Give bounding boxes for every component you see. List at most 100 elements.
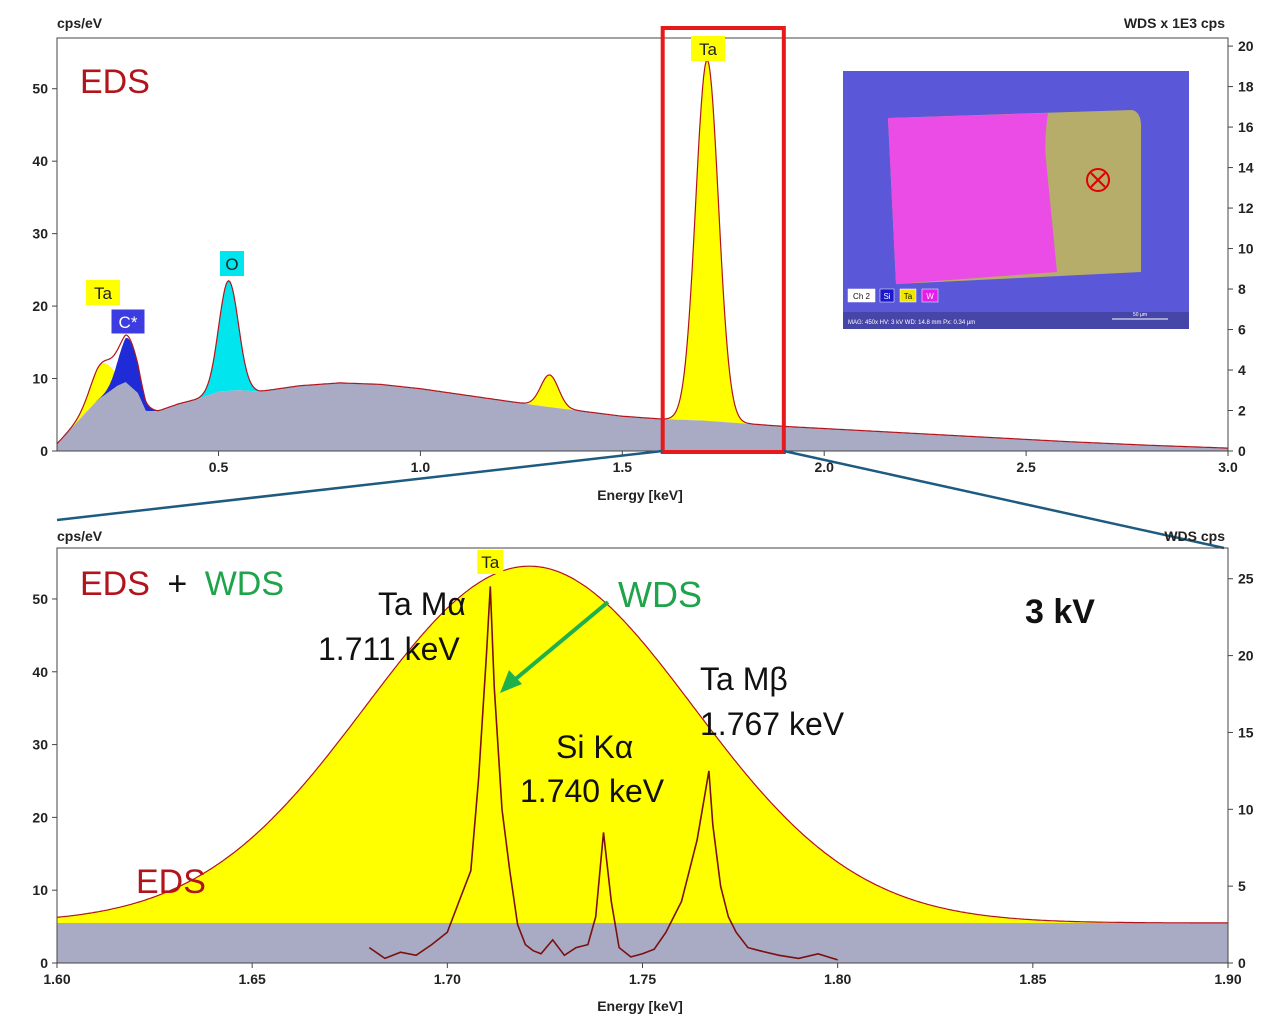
top-peak-label-box [86,280,120,305]
bottom-x-tick-label: 1.85 [1019,971,1046,987]
inset-legend-chip [847,288,876,303]
top-y2-tick-label: 20 [1238,38,1254,54]
bottom-y-tick-label: 0 [40,955,48,971]
top-background-area [57,382,1228,451]
top-x-tick-label: 1.0 [411,459,431,475]
ta-malpha-label: Ta Mα [378,586,466,622]
bottom-x-tick-label: 1.60 [43,971,70,987]
top-y2-tick-label: 18 [1238,79,1254,95]
top-peak-label-box [110,308,146,335]
crosshair-circle-icon [1086,168,1110,192]
top-y2-tick-label: 2 [1238,403,1246,419]
bottom-y-tick-label: 50 [32,591,48,607]
bottom-ylabel: cps/eV [57,528,103,544]
top-peak-label-box [220,251,244,276]
inset-info-bar [843,312,1189,329]
top-y2-tick-label: 10 [1238,241,1254,257]
top-y2-tick-label: 8 [1238,281,1246,297]
top-y-tick-label: 10 [32,371,48,387]
top-x-tick-label: 0.5 [209,459,229,475]
top-x-tick-label: 2.5 [1016,459,1036,475]
zoom-connector-right [783,449,1225,550]
kv-label: 3 kV [1025,593,1095,631]
top-peak-label: O [225,255,238,274]
bottom-y-tick-label: 20 [32,809,48,825]
crosshair-line-b [1090,172,1106,188]
top-y2-tick-label: 0 [1238,443,1246,459]
top-peak-label-box [691,36,725,61]
top-y-tick-label: 0 [40,443,48,459]
bottom-title-eds: EDS [80,565,150,603]
bottom-y2-tick-label: 25 [1238,571,1254,587]
top-peak-label: C* [119,313,138,332]
top-peak-ta-fill [656,59,758,425]
bottom-y-tick-label: 40 [32,664,48,680]
bottom-title-plus: + [167,565,187,603]
bottom-x-tick-label: 1.75 [629,971,656,987]
inset-legend-chip [879,288,895,303]
bottom-x-tick-label: 1.90 [1214,971,1241,987]
ta-mbeta-energy: 1.767 keV [700,706,845,742]
top-peak-label: Ta [94,284,113,303]
top-plot-frame [56,37,1229,452]
si-kalpha-energy: 1.740 keV [520,773,665,809]
bottom-panel: 1.60 1.65 1.70 1.75 1.80 1.85 1.90010203040500… [32,547,1254,987]
inset-legend-chip [921,288,939,303]
si-kalpha-label: Si Kα [556,729,633,765]
bottom-x-tick-label: 1.65 [239,971,266,987]
top-x-tick-label: 3.0 [1218,459,1238,475]
zoom-connector [56,449,1225,550]
bottom-background-area [57,922,1228,963]
top-y-tick-label: 50 [32,81,48,97]
bottom-ta-label: Ta [481,553,500,572]
wds-arrow-head [500,670,522,693]
inset-legend-label: Ta [904,292,913,301]
bottom-x-tick-label: 1.70 [434,971,461,987]
top-y-tick-label: 40 [32,153,48,169]
inset-scale-label: 50 µm [1133,312,1147,318]
bottom-y2-tick-label: 15 [1238,724,1254,740]
bottom-eds-peak-fill [57,566,1228,963]
ta-malpha-energy: 1.711 keV [318,631,460,667]
wds-arrow-shaft [510,600,610,684]
bottom-x-tick-label: 1.80 [824,971,851,987]
inset-legend-label: W [926,292,934,301]
sem-inset-image: MAG: 450x HV: 3 kV WD: 14.8 mm Px: 0.34 … [843,71,1189,329]
zoom-region-box [660,26,786,454]
top-y-tick-label: 30 [32,226,48,242]
inset-w-region [888,113,1057,284]
bottom-y2-tick-label: 0 [1238,955,1246,971]
top-eds-spectrum-line [56,59,1228,449]
eds-curve-label: EDS [136,863,206,901]
inset-legend-label: Si [883,292,890,301]
bottom-y-tick-label: 10 [32,882,48,898]
top-peak-c-fill [84,337,173,414]
bottom-ta-label-box [477,550,504,574]
bottom-title-wds: WDS [205,565,284,603]
bottom-y2-tick-label: 5 [1238,878,1246,894]
top-y-tick-label: 20 [32,298,48,314]
top-y2-tick-label: 14 [1238,160,1254,176]
zoom-connector-left [56,449,663,522]
top-y2-tick-label: 16 [1238,119,1254,135]
bottom-y2-tick-label: 20 [1238,648,1254,664]
bottom-y-tick-label: 30 [32,737,48,753]
top-y2-tick-label: 6 [1238,322,1246,338]
top-x-tick-label: 2.0 [814,459,834,475]
inset-legend-chip [899,288,917,303]
top-peak-label: Ta [699,40,718,59]
bottom-xlabel: Energy [keV] [597,998,683,1014]
inset-info-text: MAG: 450x HV: 3 kV WD: 14.8 mm Px: 0.34 … [848,320,975,326]
top-xlabel: Energy [keV] [597,487,683,503]
top-y2-tick-label: 12 [1238,200,1254,216]
inset-legend-label: Ch 2 [853,292,870,301]
ta-mbeta-label: Ta Mβ [700,661,788,697]
bottom-y2label: WDS cps [1164,528,1225,544]
bottom-title: EDS + WDS [80,565,284,603]
top-peak-o-fill [185,280,273,403]
top-y2label: WDS x 1E3 cps [1124,15,1225,31]
bottom-wds-spectrum-line [368,586,838,961]
top-y2-tick-label: 4 [1238,362,1246,378]
top-ylabel: cps/eV [57,15,103,31]
